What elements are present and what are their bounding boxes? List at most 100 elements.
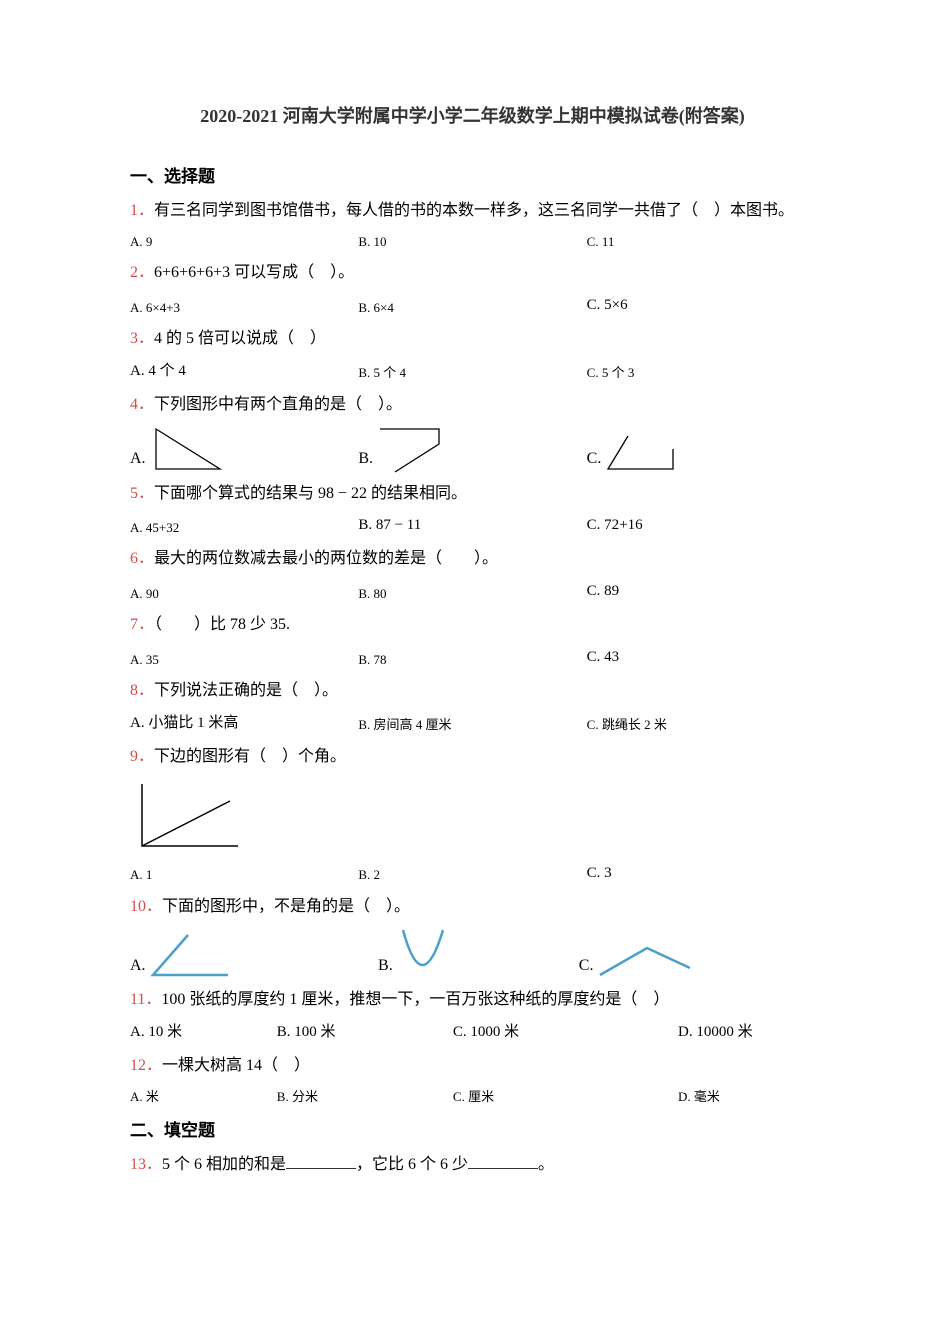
angle-shape-icon <box>148 930 233 980</box>
q11-text: 100 张纸的厚度约 1 厘米，推想一下，一百万张这种纸的厚度约是（ ） <box>161 991 669 1008</box>
q4-text: 下列图形中有两个直角的是（ ）。 <box>154 396 402 413</box>
q4-opt-a-label: A. <box>130 445 146 474</box>
q6-options: A. 90 B. 80 C. 89 <box>130 578 815 605</box>
q6-opt-b[interactable]: B. 80 <box>358 578 586 605</box>
q2-opt-c[interactable]: C. 5×6 <box>587 292 815 319</box>
q3-number: 3． <box>130 330 154 347</box>
q9-options: A. 1 B. 2 C. 3 <box>130 860 815 887</box>
q9-opt-b[interactable]: B. 2 <box>358 860 586 887</box>
q2-text: 6+6+6+6+3 可以写成（ ）。 <box>154 264 354 281</box>
q13-text-b: ，它比 6 个 6 少 <box>356 1156 468 1173</box>
q1-options: A. 9 B. 10 C. 11 <box>130 230 815 253</box>
q11-opt-a[interactable]: A. 10 米 <box>130 1019 277 1046</box>
q4-options: A. B. C. <box>130 424 815 474</box>
q10-options: A. B. C. <box>130 925 815 980</box>
q12-opt-d[interactable]: D. 毫米 <box>678 1085 815 1108</box>
q10-opt-b-label: B. <box>378 952 393 981</box>
q8-text: 下列说法正确的是（ ）。 <box>154 682 338 699</box>
question-8: 8．下列说法正确的是（ ）。 <box>130 677 815 706</box>
q6-number: 6． <box>130 550 154 567</box>
q6-opt-a[interactable]: A. 90 <box>130 578 358 605</box>
question-11: 11．100 张纸的厚度约 1 厘米，推想一下，一百万张这种纸的厚度约是（ ） <box>130 986 815 1015</box>
q11-opt-c[interactable]: C. 1000 米 <box>453 1019 678 1046</box>
exam-page: 2020-2021 河南大学附属中学小学二年级数学上期中模拟试卷(附答案) 一、… <box>0 0 945 1244</box>
q9-number: 9． <box>130 748 154 765</box>
q13-text-c: 。 <box>538 1156 554 1173</box>
q8-number: 8． <box>130 682 154 699</box>
question-4: 4．下列图形中有两个直角的是（ ）。 <box>130 391 815 420</box>
q13-blank-2[interactable] <box>468 1152 538 1169</box>
q2-opt-a[interactable]: A. 6×4+3 <box>130 292 358 319</box>
q4-opt-b-label: B. <box>358 445 373 474</box>
q9-opt-a[interactable]: A. 1 <box>130 860 358 887</box>
q12-text: 一棵大树高 14（ ） <box>162 1057 310 1074</box>
u-curve-icon <box>395 925 450 980</box>
question-5: 5．下面哪个算式的结果与 98 − 22 的结果相同。 <box>130 480 815 509</box>
q4-opt-b[interactable]: B. <box>358 424 586 474</box>
q10-opt-c[interactable]: C. <box>579 940 815 980</box>
q8-opt-a[interactable]: A. 小猫比 1 米高 <box>130 710 358 737</box>
q12-number: 12． <box>130 1057 162 1074</box>
q7-text: （ ）比 78 少 35. <box>154 616 290 633</box>
q10-opt-b[interactable]: B. <box>378 925 579 980</box>
section-2-heading: 二、填空题 <box>130 1116 815 1147</box>
question-13: 13．5 个 6 相加的和是 ，它比 6 个 6 少 。 <box>130 1151 815 1180</box>
q7-opt-b[interactable]: B. 78 <box>358 644 586 671</box>
question-10: 10．下面的图形中，不是角的是（ ）。 <box>130 893 815 922</box>
q8-opt-c[interactable]: C. 跳绳长 2 米 <box>587 710 815 737</box>
q2-number: 2． <box>130 264 154 281</box>
section-1-heading: 一、选择题 <box>130 162 815 193</box>
q12-options: A. 米 B. 分米 C. 厘米 D. 毫米 <box>130 1085 815 1108</box>
q1-opt-a[interactable]: A. 9 <box>130 230 358 253</box>
question-7: 7．（ ）比 78 少 35. <box>130 611 815 640</box>
q1-text: 有三名同学到图书馆借书，每人借的书的本数一样多，这三名同学一共借了（ ）本图书。 <box>154 202 794 219</box>
q13-number: 13． <box>130 1156 162 1173</box>
q9-figure <box>130 776 815 858</box>
right-triangle-icon <box>148 424 228 474</box>
q5-options: A. 45+32 B. 87 − 11 C. 72+16 <box>130 512 815 539</box>
q13-blank-1[interactable] <box>286 1152 356 1169</box>
question-2: 2．6+6+6+6+3 可以写成（ ）。 <box>130 259 815 288</box>
q5-opt-b[interactable]: B. 87 − 11 <box>358 512 586 539</box>
q12-opt-b[interactable]: B. 分米 <box>277 1085 453 1108</box>
q7-opt-a[interactable]: A. 35 <box>130 644 358 671</box>
q9-text: 下边的图形有（ ）个角。 <box>154 748 346 765</box>
q6-opt-c[interactable]: C. 89 <box>587 578 815 605</box>
q5-opt-a[interactable]: A. 45+32 <box>130 512 358 539</box>
q3-opt-a[interactable]: A. 4 个 4 <box>130 358 358 385</box>
question-9: 9．下边的图形有（ ）个角。 <box>130 743 815 772</box>
q10-opt-c-label: C. <box>579 952 594 981</box>
q13-text-a: 5 个 6 相加的和是 <box>162 1156 286 1173</box>
q10-number: 10． <box>130 898 162 915</box>
q2-options: A. 6×4+3 B. 6×4 C. 5×6 <box>130 292 815 319</box>
question-6: 6．最大的两位数减去最小的两位数的差是（ ）。 <box>130 545 815 574</box>
q11-opt-d[interactable]: D. 10000 米 <box>678 1019 815 1046</box>
q2-opt-b[interactable]: B. 6×4 <box>358 292 586 319</box>
q7-opt-c[interactable]: C. 43 <box>587 644 815 671</box>
q5-opt-c[interactable]: C. 72+16 <box>587 512 815 539</box>
q12-opt-c[interactable]: C. 厘米 <box>453 1085 678 1108</box>
q3-opt-b[interactable]: B. 5 个 4 <box>358 358 586 385</box>
q10-opt-a[interactable]: A. <box>130 930 378 980</box>
q3-opt-c[interactable]: C. 5 个 3 <box>587 358 815 385</box>
q8-options: A. 小猫比 1 米高 B. 房间高 4 厘米 C. 跳绳长 2 米 <box>130 710 815 737</box>
q4-opt-c[interactable]: C. <box>587 434 815 474</box>
q1-opt-b[interactable]: B. 10 <box>358 230 586 253</box>
q4-opt-c-label: C. <box>587 445 602 474</box>
q4-number: 4． <box>130 396 154 413</box>
q12-opt-a[interactable]: A. 米 <box>130 1085 277 1108</box>
question-3: 3．4 的 5 倍可以说成（ ） <box>130 325 815 354</box>
q3-text: 4 的 5 倍可以说成（ ） <box>154 330 326 347</box>
q4-opt-a[interactable]: A. <box>130 424 358 474</box>
question-1: 1．有三名同学到图书馆借书，每人借的书的本数一样多，这三名同学一共借了（ ）本图… <box>130 197 815 226</box>
q10-opt-a-label: A. <box>130 952 146 981</box>
open-angle-icon <box>603 434 683 474</box>
q8-opt-b[interactable]: B. 房间高 4 厘米 <box>358 710 586 737</box>
open-quad-icon <box>375 424 450 474</box>
q1-opt-c[interactable]: C. 11 <box>587 230 815 253</box>
q11-opt-b[interactable]: B. 100 米 <box>277 1019 453 1046</box>
q11-number: 11． <box>130 991 161 1008</box>
q7-number: 7． <box>130 616 154 633</box>
caret-icon <box>595 940 695 980</box>
q9-opt-c[interactable]: C. 3 <box>587 860 815 887</box>
